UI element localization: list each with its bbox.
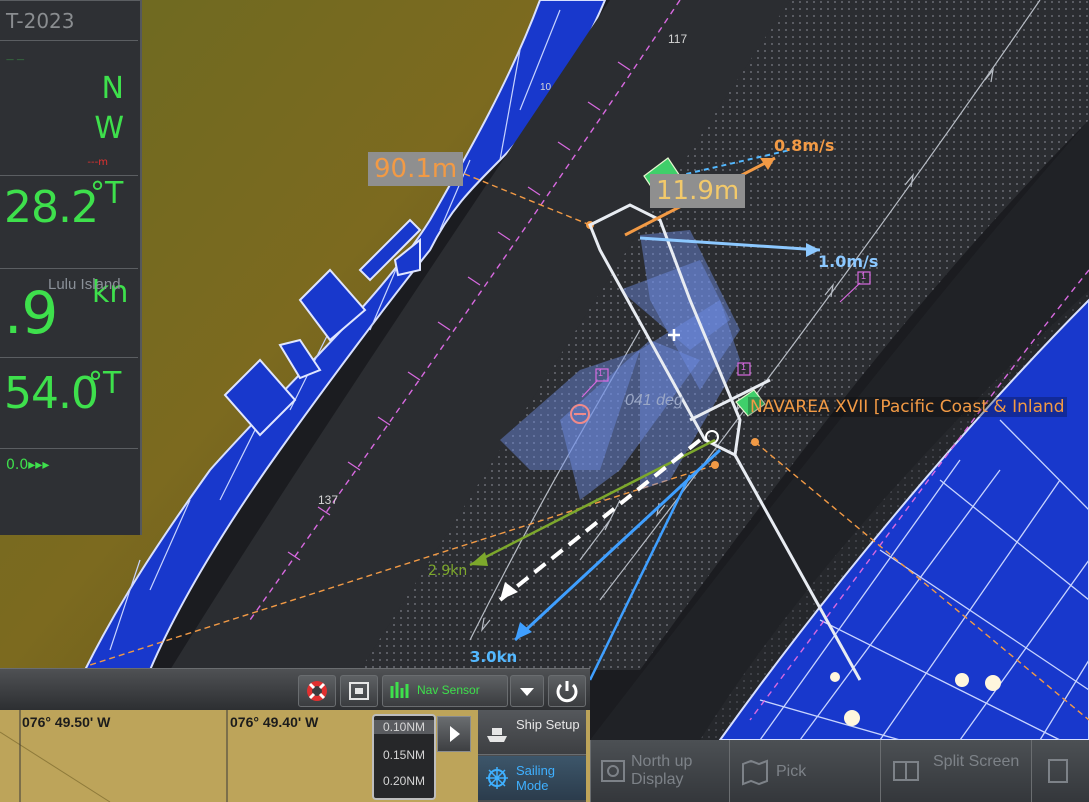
range-option-1[interactable]: 0.10NM bbox=[374, 720, 434, 734]
softkey-bar: North up Display Pick Split Screen bbox=[590, 740, 1089, 802]
centroid-cross bbox=[668, 329, 680, 341]
depth-sounding-3: 10 bbox=[540, 82, 552, 93]
ais-marker-label-2: 1 bbox=[741, 362, 747, 372]
ship-setup-button[interactable]: Ship Setup bbox=[478, 710, 586, 755]
nav-sensor-select[interactable]: Nav Sensor bbox=[382, 675, 508, 707]
navarea-label: NAVAREA XVII [Pacific Coast & Inland bbox=[748, 397, 1067, 417]
bottom-readout: 0.0▸▸▸ bbox=[0, 448, 138, 535]
sailing-mode-button[interactable]: Sailing Mode bbox=[478, 756, 586, 800]
own-ship-outline bbox=[588, 203, 862, 681]
ais-marker-label-3: 1 bbox=[861, 271, 867, 281]
pier-blocks bbox=[223, 218, 422, 437]
range-selector[interactable]: 0.10NM 0.15NM 0.20NM bbox=[372, 714, 436, 800]
helm-wheel-icon bbox=[486, 767, 508, 789]
side-menu: Ship Setup Sailing Mode bbox=[478, 710, 586, 802]
life-ring-icon bbox=[307, 681, 327, 701]
vector-speed-label-1: 2.9kn bbox=[428, 563, 468, 579]
speed-readout: .9 kn bbox=[0, 268, 138, 357]
split-screen-button[interactable]: Split Screen bbox=[880, 740, 1031, 802]
depth-sounding-2: 137 bbox=[318, 493, 339, 507]
current-speed-label-2: 1.0m/s bbox=[818, 252, 879, 271]
heading-ghost-label: 041 deg bbox=[625, 392, 683, 409]
ais-marker-label-1: 1 bbox=[598, 368, 604, 378]
range-next-button[interactable] bbox=[437, 716, 471, 752]
current-speed-label-1: 0.8m/s bbox=[774, 136, 835, 155]
map-pick-icon bbox=[742, 759, 768, 786]
north-up-icon bbox=[601, 760, 625, 782]
dropdown-button[interactable] bbox=[510, 675, 544, 707]
depth-sounding-1: 117 bbox=[668, 32, 688, 46]
distance-placeholder: ---m bbox=[87, 157, 108, 168]
longitude-label-2: 076° 49.40' W bbox=[230, 714, 319, 730]
instrument-panel: T-2023 — — N W ---m 28.2 °T .9 kn 54.0 °… bbox=[0, 0, 142, 535]
vector-speed-label-2: 3.0kn bbox=[470, 648, 518, 666]
range-option-2[interactable]: 0.15NM bbox=[382, 748, 426, 762]
date-readout: T-2023 bbox=[0, 0, 140, 41]
sensor-icon bbox=[390, 682, 409, 698]
longitude-label-1: 076° 49.50' W bbox=[22, 714, 111, 730]
split-screen-icon bbox=[893, 761, 919, 781]
shoreline bbox=[83, 0, 607, 671]
top-toolbar: Nav Sensor bbox=[0, 668, 590, 711]
grid-lines bbox=[0, 710, 228, 802]
page-icon bbox=[1048, 759, 1068, 783]
latitude-hemisphere: N bbox=[101, 71, 124, 106]
pick-button[interactable]: Pick bbox=[729, 740, 880, 802]
course-readout: 54.0 °T bbox=[0, 357, 138, 448]
range-lines bbox=[89, 169, 1089, 721]
east-bank bbox=[718, 298, 1089, 741]
shore-lights bbox=[830, 672, 1001, 726]
position-readout: — — N W ---m bbox=[0, 40, 138, 168]
chart-card-icon bbox=[349, 682, 369, 700]
mob-button[interactable] bbox=[298, 675, 336, 707]
more-softkey-button[interactable] bbox=[1031, 740, 1089, 802]
route-lines bbox=[249, 0, 1089, 721]
chart-card-button[interactable] bbox=[340, 675, 378, 707]
distance-label-shore: 90.1m bbox=[368, 152, 464, 186]
heading-readout: 28.2 °T bbox=[0, 175, 138, 268]
power-icon bbox=[556, 681, 578, 703]
play-icon bbox=[450, 726, 460, 742]
chevron-down-icon bbox=[520, 688, 534, 696]
longitude-hemisphere: W bbox=[94, 111, 124, 146]
velocity-vectors bbox=[469, 149, 821, 681]
north-up-display-button[interactable]: North up Display bbox=[590, 740, 729, 802]
range-option-3[interactable]: 0.20NM bbox=[382, 774, 426, 788]
ais-markers bbox=[581, 271, 871, 398]
ship-icon bbox=[487, 728, 507, 742]
place-name: Lulu Island bbox=[48, 276, 121, 293]
power-button[interactable] bbox=[548, 675, 586, 707]
distance-label-ship: 11.9m bbox=[650, 174, 746, 208]
